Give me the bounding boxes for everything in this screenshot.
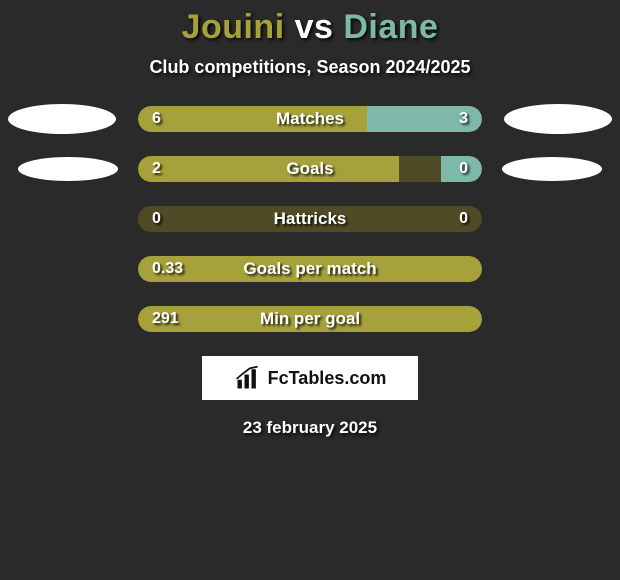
player1-value: 2	[152, 160, 161, 178]
player1-value: 0	[152, 210, 161, 228]
stat-row: Goals per match0.33	[0, 256, 620, 282]
stat-label: Goals	[138, 159, 482, 179]
stat-bar: Goals2 0	[138, 156, 482, 182]
date-label: 23 february 2025	[0, 418, 620, 438]
player1-value: 0.33	[152, 260, 183, 278]
stat-bar: Matches6 3	[138, 106, 482, 132]
logo-box: FcTables.com	[202, 356, 418, 400]
chart-container: Jouini vs Diane Club competitions, Seaso…	[0, 0, 620, 438]
stat-bar: Hattricks0 0	[138, 206, 482, 232]
logo-text: FcTables.com	[268, 368, 387, 389]
player2-ellipse	[502, 157, 602, 181]
bar-chart-icon	[234, 364, 262, 392]
stat-label: Goals per match	[138, 259, 482, 279]
player1-ellipse	[18, 157, 118, 181]
player1-ellipse	[8, 104, 116, 134]
stat-row: Min per goal291	[0, 306, 620, 332]
player1-name: Jouini	[182, 8, 285, 46]
stat-row: Goals2 0	[0, 156, 620, 182]
player2-value: 0	[459, 210, 468, 228]
stat-label: Hattricks	[138, 209, 482, 229]
player1-value: 291	[152, 310, 179, 328]
player2-value: 3	[459, 110, 468, 128]
stat-label: Matches	[138, 109, 482, 129]
player2-name: Diane	[343, 8, 438, 46]
stat-row: Matches6 3	[0, 106, 620, 132]
player2-ellipse	[504, 104, 612, 134]
subtitle: Club competitions, Season 2024/2025	[0, 57, 620, 78]
stat-bar: Goals per match0.33	[138, 256, 482, 282]
player1-value: 6	[152, 110, 161, 128]
player2-value: 0	[459, 160, 468, 178]
stat-row: Hattricks0 0	[0, 206, 620, 232]
stats-rows: Matches63Goals20Hattricks00Goals per mat…	[0, 106, 620, 332]
page-title: Jouini vs Diane	[0, 8, 620, 47]
title-vs: vs	[285, 8, 344, 46]
stat-bar: Min per goal291	[138, 306, 482, 332]
stat-label: Min per goal	[138, 309, 482, 329]
